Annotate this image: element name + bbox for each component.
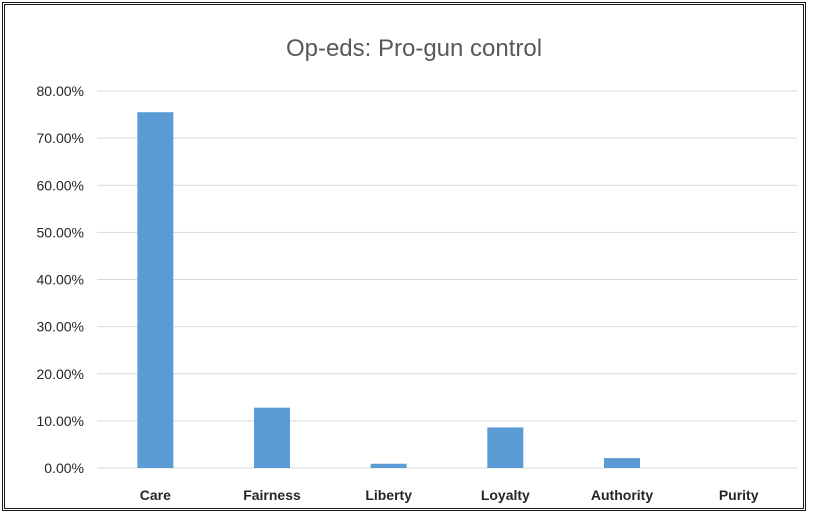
y-tick-label: 50.00% <box>37 224 84 240</box>
x-tick-label-purity: Purity <box>719 487 759 503</box>
y-tick-label: 0.00% <box>44 460 84 476</box>
y-tick-label: 80.00% <box>37 83 84 99</box>
y-axis-tick-labels: 0.00% 10.00% 20.00% 30.00% 40.00% 50.00% 60.00… <box>37 83 84 476</box>
x-tick-label-care: Care <box>140 487 171 503</box>
gridlines <box>97 90 797 469</box>
y-tick-label: 60.00% <box>37 177 84 193</box>
bar-authority <box>604 458 640 468</box>
x-axis-tick-labels: Care Fairness Liberty Loyalty Authority Purit… <box>140 487 759 503</box>
y-tick-label: 20.00% <box>37 366 84 382</box>
bars <box>137 112 640 469</box>
y-tick-label: 30.00% <box>37 319 84 335</box>
y-tick-label: 40.00% <box>37 272 84 288</box>
y-tick-label: 10.00% <box>37 413 84 429</box>
bar-care <box>137 112 174 469</box>
x-tick-label-liberty: Liberty <box>365 487 412 503</box>
chart-title: Op-eds: Pro-gun control <box>286 35 542 62</box>
x-tick-label-authority: Authority <box>591 487 653 503</box>
y-tick-label: 70.00% <box>37 130 84 146</box>
bar-fairness <box>254 407 290 468</box>
bar-liberty <box>370 463 407 468</box>
x-tick-label-fairness: Fairness <box>243 487 301 503</box>
chart-frame <box>2 2 806 511</box>
x-tick-label-loyalty: Loyalty <box>481 487 530 503</box>
bar-loyalty <box>487 427 524 468</box>
